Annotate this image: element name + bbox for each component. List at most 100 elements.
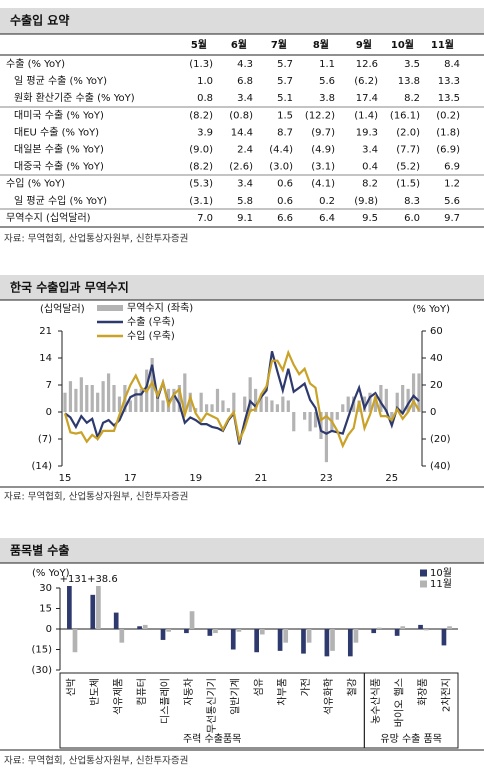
cell: 6.0	[404, 213, 420, 224]
section-title: 수출입 요약	[10, 13, 69, 28]
cell: 13.8	[398, 76, 420, 87]
cell: 1.5	[277, 110, 293, 121]
bar	[68, 381, 73, 412]
plot	[67, 586, 452, 657]
bar	[248, 377, 252, 412]
cell: 3.8	[319, 93, 335, 104]
bar	[128, 400, 132, 412]
cell: 13.5	[438, 93, 460, 104]
bar	[259, 629, 265, 635]
bar	[306, 629, 312, 643]
bar	[368, 392, 372, 412]
cell: (9.0)	[189, 145, 213, 156]
bar	[243, 396, 247, 412]
cell: (6.9)	[436, 145, 460, 156]
cell: (1.5)	[396, 179, 420, 190]
cell: 5.7	[277, 59, 293, 70]
bar	[308, 412, 312, 432]
cell: (7.7)	[396, 145, 420, 156]
y-tick-label: 21	[39, 326, 52, 337]
cell: 17.4	[356, 93, 378, 104]
x-tick-label: 철강	[347, 678, 359, 696]
cell: (1.4)	[354, 110, 378, 121]
bar	[85, 385, 89, 412]
cell: (3.1)	[189, 196, 213, 207]
legend-swatch	[420, 569, 427, 577]
cell: 9.5	[362, 213, 378, 224]
bar	[373, 396, 378, 412]
bar	[134, 388, 138, 412]
legend-label: 10월	[430, 567, 452, 579]
row-label: 대일본 수출 (% YoY)	[14, 144, 104, 156]
bar	[112, 385, 116, 412]
cell: 3.5	[404, 59, 420, 70]
y-tick-label: (14)	[31, 461, 52, 472]
bar	[292, 412, 296, 432]
title-bar	[0, 275, 484, 300]
x-tick-label: 일반기계	[230, 678, 242, 715]
bar	[441, 629, 447, 646]
cell: (1.8)	[436, 127, 460, 138]
axis-label: (% YoY)	[32, 568, 70, 579]
column-header: 10월	[391, 39, 414, 51]
cell: 7.0	[197, 213, 213, 224]
x-tick-label: 석유화학	[323, 678, 335, 715]
column-header: 11월	[431, 39, 454, 51]
bar	[394, 629, 400, 636]
section-title: 한국 수출입과 무역수지	[10, 280, 129, 295]
bar	[205, 404, 209, 412]
y2-tick-label: (20)	[430, 434, 451, 445]
cell: 2.4	[237, 145, 253, 156]
row-label: 대중국 수출 (% YoY)	[14, 161, 104, 173]
cell: (3.1)	[311, 162, 335, 173]
bar	[166, 629, 171, 632]
cell: 3.4	[237, 93, 253, 104]
x-tick-label: 25	[385, 473, 398, 484]
cell: (2.0)	[396, 127, 420, 138]
bar	[215, 388, 220, 412]
cell: 5.1	[277, 93, 293, 104]
x-tick-label: 자동차	[183, 678, 195, 706]
data-label: +131	[60, 574, 87, 585]
x-tick-label: 21	[255, 473, 268, 484]
bar	[177, 385, 181, 412]
bar	[447, 626, 452, 629]
x-tick-label: 반도체	[89, 678, 101, 706]
legend-label: 11월	[430, 578, 452, 590]
x-tick-label: 석유제품	[113, 678, 125, 715]
cell: 6.4	[319, 213, 335, 224]
bar	[106, 373, 111, 412]
title-bar	[0, 8, 484, 34]
cell: (0.8)	[229, 110, 253, 121]
bar	[226, 408, 230, 412]
cell: 9.7	[444, 213, 460, 224]
cell: (8.2)	[189, 162, 213, 173]
cell: 8.4	[444, 59, 460, 70]
source: 자료: 무역협회, 산업통상자원부, 신한투자증권	[4, 755, 188, 767]
cell: 12.6	[356, 59, 378, 70]
group-label: 주력 수출품목	[183, 733, 241, 745]
bar	[96, 392, 100, 412]
cell: 5.6	[319, 76, 335, 87]
bar	[188, 392, 192, 412]
bar	[319, 412, 323, 439]
cell: 14.4	[231, 127, 253, 138]
title-bar	[0, 538, 484, 563]
bar	[401, 385, 405, 412]
bar	[113, 612, 119, 629]
bar	[210, 404, 214, 412]
cell: 0.6	[277, 179, 293, 190]
bar	[418, 624, 423, 629]
bar	[384, 388, 388, 412]
x-tick-label: 화장품	[417, 678, 429, 706]
bar	[264, 396, 269, 412]
x-tick-label: 디스플레이	[159, 678, 171, 724]
bar	[417, 373, 421, 412]
column-header: 9월	[356, 39, 372, 51]
y-tick-label: 15	[39, 604, 52, 615]
bar	[236, 629, 242, 632]
y2-tick-label: 0	[430, 407, 436, 418]
bar	[74, 388, 78, 412]
bar	[341, 404, 345, 412]
